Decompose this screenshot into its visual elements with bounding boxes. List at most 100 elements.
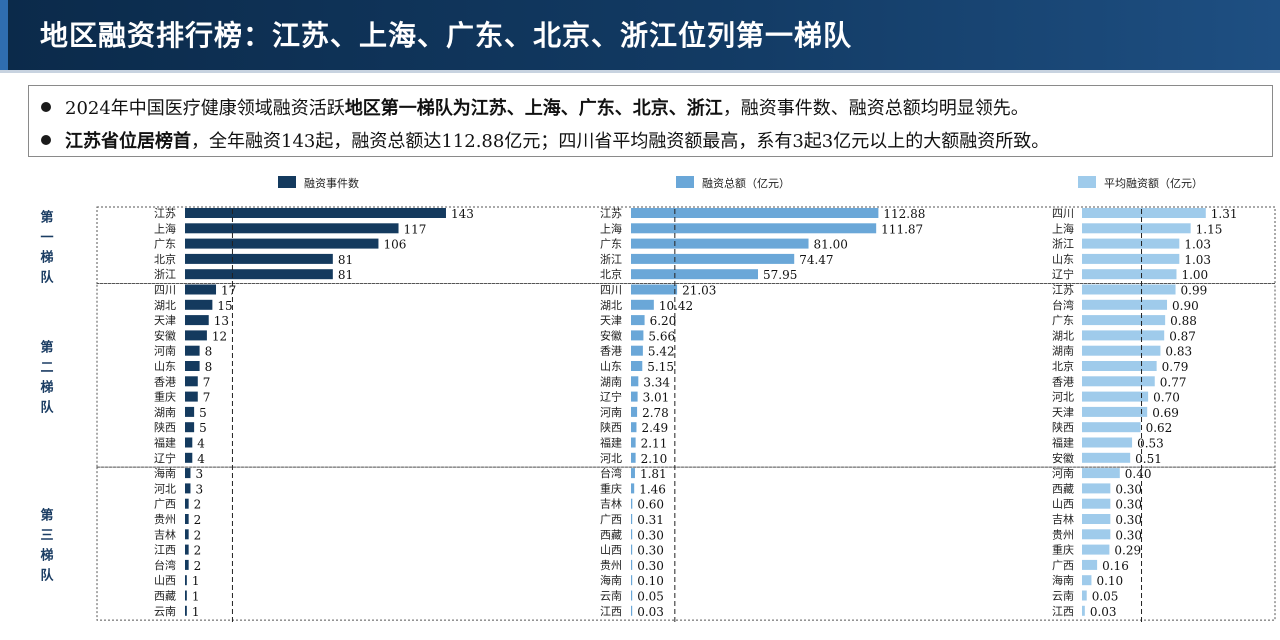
category-label: 河南 <box>1052 467 1074 480</box>
bar <box>185 238 379 249</box>
bar <box>185 514 189 524</box>
bar <box>1082 452 1131 463</box>
category-label: 山东 <box>600 360 622 373</box>
bar <box>185 529 189 540</box>
bar <box>185 590 187 601</box>
category-label: 江西 <box>1052 605 1074 618</box>
bar <box>1082 269 1177 280</box>
data-label: 4 <box>197 437 205 451</box>
data-label: 5.66 <box>648 329 675 343</box>
category-label: 香港 <box>600 345 622 358</box>
data-label: 0.79 <box>1162 360 1189 374</box>
category-label: 贵州 <box>600 559 622 572</box>
category-label: 陕西 <box>1052 420 1074 434</box>
summary-bullet-2: 江苏省位居榜首，全年融资143起，融资总额达112.88亿元；四川省平均融资额最… <box>41 127 1049 153</box>
bar <box>1082 514 1111 524</box>
bar <box>1082 483 1111 494</box>
tier-label-char: 第 <box>40 209 53 225</box>
tier-label-char: 三 <box>40 529 53 544</box>
data-label: 0.30 <box>637 528 664 542</box>
bar <box>1082 208 1206 218</box>
category-label: 湖北 <box>600 299 622 312</box>
data-label: 0.69 <box>1152 406 1179 420</box>
bar <box>631 575 633 586</box>
bar <box>1082 223 1191 234</box>
category-label: 广东 <box>154 238 176 251</box>
category-label: 西藏 <box>1052 482 1074 495</box>
data-label: 5.15 <box>647 360 674 374</box>
tier-label-char: 一 <box>40 230 53 245</box>
category-label: 安徽 <box>600 328 622 342</box>
data-label: 0.30 <box>637 544 664 558</box>
category-label: 河北 <box>1052 391 1074 404</box>
bar <box>1082 590 1087 601</box>
category-label: 西藏 <box>154 590 176 603</box>
category-label: 湖南 <box>1052 345 1074 358</box>
bar <box>185 253 333 264</box>
data-label: 0.87 <box>1169 329 1196 343</box>
bar <box>185 315 209 326</box>
category-label: 北京 <box>600 267 622 281</box>
data-label: 1.46 <box>639 482 666 496</box>
bar <box>631 391 638 402</box>
category-label: 广西 <box>600 513 622 526</box>
data-label: 17 <box>221 284 236 298</box>
bar <box>631 345 643 356</box>
page-title: 地区融资排行榜：江苏、上海、广东、北京、浙江位列第一梯队 <box>40 19 853 52</box>
category-label: 云南 <box>1052 590 1074 603</box>
category-label: 海南 <box>154 466 176 480</box>
category-label: 吉林 <box>154 527 176 541</box>
bar <box>1082 468 1120 479</box>
bar <box>631 514 633 524</box>
category-label: 河北 <box>154 482 176 495</box>
b1-run-0: 2024年中国医疗健康领域融资活跃 <box>65 98 345 119</box>
data-label: 0.30 <box>1115 513 1142 527</box>
data-label: 3 <box>195 467 203 481</box>
bar <box>185 406 195 417</box>
legend-label-1: 融资事件数 <box>304 177 359 190</box>
title-divider <box>0 70 1280 73</box>
data-label: 3 <box>195 482 203 496</box>
data-label: 1.81 <box>640 467 667 481</box>
category-label: 陕西 <box>600 420 622 434</box>
category-label: 四川 <box>1052 207 1074 220</box>
data-label: 0.90 <box>1172 299 1199 313</box>
summary-bullet-1-text: 2024年中国医疗健康领域融资活跃地区第一梯队为江苏、上海、广东、北京、浙江，融… <box>65 98 1029 119</box>
bar <box>185 498 189 509</box>
category-label: 云南 <box>154 605 176 618</box>
title-accent <box>0 0 8 70</box>
data-label: 21.03 <box>682 284 716 298</box>
bar <box>185 468 191 479</box>
bar <box>631 238 809 249</box>
title-bar: 地区融资排行榜：江苏、上海、广东、北京、浙江位列第一梯队 <box>0 0 1280 70</box>
category-label: 台湾 <box>154 558 176 572</box>
tier-frame-3 <box>96 466 1276 621</box>
data-label: 1.03 <box>1184 253 1211 267</box>
category-label: 云南 <box>600 590 622 603</box>
data-label: 2 <box>194 513 202 527</box>
bar <box>631 284 678 295</box>
data-label: 1.00 <box>1181 268 1208 282</box>
data-label: 0.88 <box>1170 314 1197 328</box>
bullet-dot-icon <box>41 102 51 112</box>
data-label: 7 <box>203 375 211 389</box>
bar <box>631 544 633 555</box>
category-label: 安徽 <box>154 328 176 342</box>
bar <box>1082 315 1166 326</box>
category-label: 重庆 <box>1052 543 1074 557</box>
bar <box>1082 361 1157 371</box>
bar <box>185 361 200 371</box>
b1-run-1: 地区第一梯队为江苏、上海、广东、北京、浙江 <box>344 98 723 119</box>
bar <box>631 223 877 234</box>
category-label: 重庆 <box>154 390 176 404</box>
category-label: 上海 <box>1052 221 1074 235</box>
data-label: 0.03 <box>1090 605 1117 619</box>
category-label: 福建 <box>600 436 622 450</box>
bar <box>631 253 795 264</box>
data-label: 0.31 <box>637 513 664 527</box>
tier-label-char: 梯 <box>40 379 53 395</box>
category-label: 浙江 <box>154 268 176 281</box>
bar <box>185 575 187 586</box>
bar <box>185 422 195 433</box>
legend-label-2: 融资总额（亿元） <box>702 176 790 190</box>
